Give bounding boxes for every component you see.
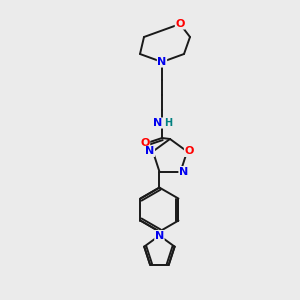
Text: H: H <box>164 118 172 128</box>
Text: O: O <box>175 19 185 29</box>
Text: N: N <box>158 57 166 67</box>
Text: N: N <box>153 118 163 128</box>
Text: O: O <box>140 138 150 148</box>
Text: N: N <box>155 231 164 241</box>
Text: N: N <box>179 167 188 177</box>
Text: O: O <box>184 146 194 156</box>
Text: N: N <box>145 146 154 156</box>
